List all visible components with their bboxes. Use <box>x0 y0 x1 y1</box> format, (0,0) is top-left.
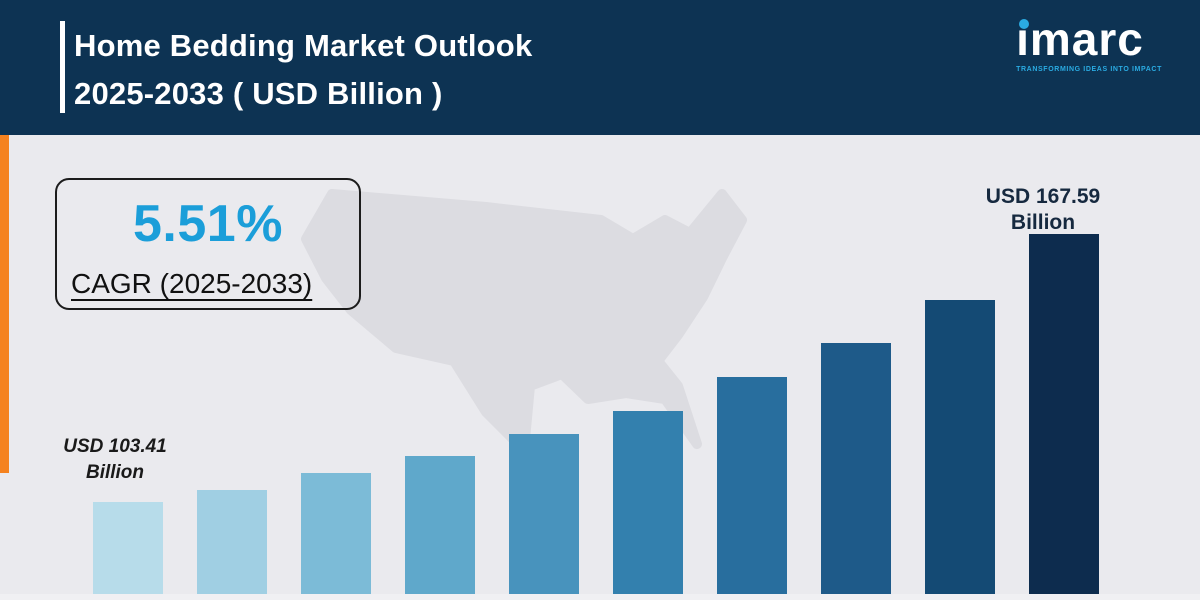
bar-2027 <box>405 456 475 594</box>
usa-map-watermark <box>301 189 747 455</box>
bar-2033 <box>1029 234 1099 594</box>
first-bar-value-line2: Billion <box>85 462 145 483</box>
imarc-logo: ımarc TRANSFORMING IDEAS INTO IMPACT <box>1016 16 1162 73</box>
bar-2031 <box>821 343 891 594</box>
bar-2032 <box>925 300 995 594</box>
cagr-value: 5.51% <box>133 195 283 253</box>
title-line-1: Home Bedding Market Outlook <box>74 28 533 63</box>
bar-chart <box>93 234 1099 594</box>
imarc-logo-wordmark: ımarc <box>1016 16 1162 62</box>
imarc-logo-tagline: TRANSFORMING IDEAS INTO IMPACT <box>1016 66 1162 73</box>
first-bar-value-label: USD 103.41 Billion <box>48 434 182 486</box>
bar-2026 <box>301 473 371 594</box>
last-bar-value-label: USD 167.59 Billion <box>968 184 1118 236</box>
imarc-logo-dot-icon <box>1019 19 1030 29</box>
cagr-label: CAGR (2025-2033) <box>71 268 313 299</box>
bar-2024 <box>93 502 163 594</box>
cagr-box: 5.51% CAGR (2025-2033) <box>55 178 361 310</box>
bar-2025 <box>197 490 267 594</box>
first-bar-value-line1: USD 103.41 <box>63 436 167 457</box>
bar-2028 <box>509 434 579 594</box>
left-accent-strip <box>0 135 9 473</box>
last-bar-value-line2: Billion <box>1010 211 1076 234</box>
bar-2029 <box>613 411 683 594</box>
title-line-2: 2025-2033 ( USD Billion ) <box>74 76 443 111</box>
bar-2030 <box>717 377 787 594</box>
imarc-logo-text: ımarc <box>1016 13 1144 65</box>
usa-map-shape <box>301 189 747 455</box>
title-accent-rule <box>60 21 65 113</box>
header-band: Home Bedding Market Outlook 2025-2033 ( … <box>0 0 1200 135</box>
last-bar-value-line1: USD 167.59 <box>985 185 1101 208</box>
page-title: Home Bedding Market Outlook 2025-2033 ( … <box>74 22 532 118</box>
chart-baseline <box>0 594 1200 600</box>
